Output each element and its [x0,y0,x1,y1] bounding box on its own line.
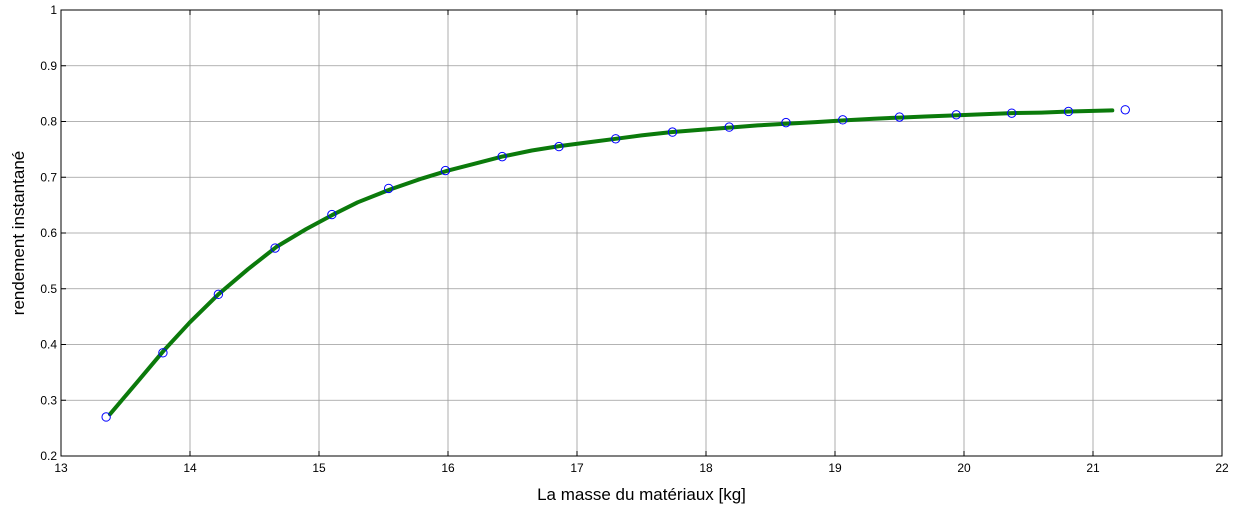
data-point-marker [1063,106,1074,117]
series [101,105,1130,422]
y-tick-label: 0.4 [40,338,57,352]
x-tick-label: 13 [54,461,68,475]
x-tick-label: 15 [312,461,326,475]
data-point-marker [440,165,451,176]
x-tick-label: 17 [570,461,584,475]
x-tick-label: 22 [1215,461,1229,475]
data-point-marker [101,412,111,422]
data-point-marker [838,115,848,125]
data-point-marker [327,209,337,220]
x-tick-label: 21 [1086,461,1100,475]
y-tick-label: 0.7 [40,170,57,184]
x-tick-label: 20 [957,461,971,475]
data-point-marker [1120,105,1130,115]
data-point-marker [383,183,394,194]
grid [61,10,1222,456]
fitted-curve-line [108,108,1115,417]
data-point-marker [724,122,734,132]
y-tick-label: 0.5 [40,282,57,296]
ticks: 13 14 15 16 17 18 19 20 21 22 0.2 0.3 0.4 0.5 0.6 0.7 0.… [40,3,1229,475]
data-point-marker [213,289,224,300]
y-tick-label: 1 [50,3,57,17]
y-tick-label: 0.3 [40,393,57,407]
data-point-marker [497,151,507,162]
y-tick-label: 0.9 [40,59,57,73]
x-axis-label: La masse du matériaux [kg] [537,485,746,504]
x-tick-label: 19 [828,461,842,475]
data-point-marker [554,141,564,152]
x-tick-label: 18 [699,461,713,475]
data-point-marker [1007,108,1017,118]
y-axis-label: rendement instantané [9,151,28,315]
x-tick-label: 16 [441,461,455,475]
data-point-marker [611,134,621,144]
y-tick-label: 0.6 [40,226,57,240]
data-point-marker [667,127,678,137]
data-point-marker [951,110,961,120]
y-tick-label: 0.2 [40,449,57,463]
data-point-marker [781,117,791,128]
data-point-marker [894,112,905,122]
data-point-marker [270,243,280,253]
x-tick-label: 14 [183,461,197,475]
y-tick-label: 0.8 [40,115,57,129]
data-point-marker [158,348,168,358]
